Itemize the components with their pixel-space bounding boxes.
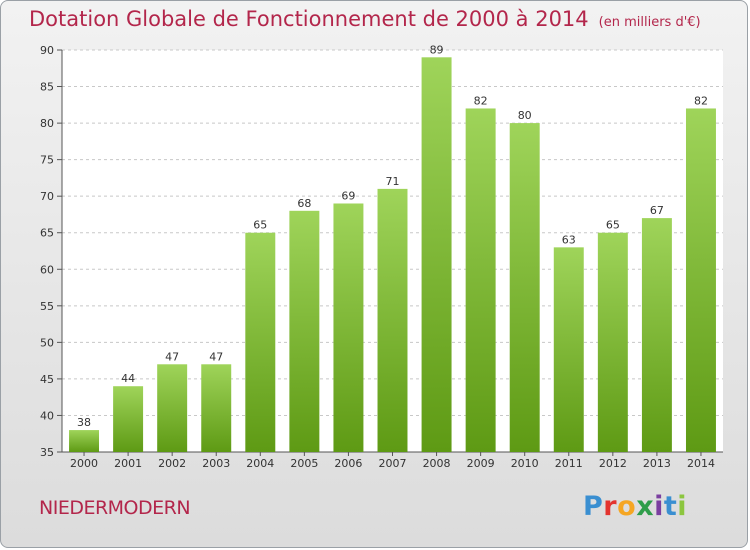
x-tick-label: 2011: [555, 457, 583, 470]
logo-letter: i: [677, 491, 688, 522]
data-label: 47: [165, 350, 179, 363]
x-tick-label: 2007: [379, 457, 407, 470]
data-label: 69: [341, 189, 355, 202]
x-tick-label: 2006: [334, 457, 362, 470]
x-tick-label: 2001: [114, 457, 142, 470]
logo-letter: i: [654, 491, 664, 522]
bar: [685, 108, 716, 453]
data-label: 82: [474, 94, 488, 107]
bar: [421, 57, 452, 453]
commune-name: NIEDERMODERN: [39, 497, 191, 519]
y-tick-label: 70: [40, 190, 54, 203]
bar: [465, 108, 496, 453]
data-label: 89: [430, 43, 444, 56]
x-tick-label: 2013: [643, 457, 671, 470]
logo-letter: o: [617, 491, 637, 522]
x-tick-label: 2010: [511, 457, 539, 470]
y-tick-label: 35: [40, 446, 54, 459]
y-tick-label: 45: [40, 373, 54, 386]
bar: [509, 123, 540, 452]
proxiti-logo: Proxiti: [583, 491, 687, 522]
bar: [113, 386, 144, 452]
data-label: 71: [386, 175, 400, 188]
x-tick-label: 2009: [467, 457, 495, 470]
y-tick-label: 85: [40, 81, 54, 94]
logo-letter: x: [636, 491, 655, 522]
bar: [245, 232, 276, 452]
logo-letter: t: [663, 491, 678, 522]
bar: [641, 218, 672, 452]
data-label: 63: [562, 233, 576, 246]
bar: [289, 210, 320, 452]
bar: [157, 364, 188, 452]
bar: [553, 247, 584, 452]
x-tick-label: 2003: [202, 457, 230, 470]
y-tick-label: 65: [40, 227, 54, 240]
x-tick-label: 2000: [70, 457, 98, 470]
x-tick-label: 2005: [290, 457, 318, 470]
y-tick-label: 50: [40, 336, 54, 349]
y-tick-label: 75: [40, 154, 54, 167]
data-label: 68: [297, 197, 311, 210]
chart-title-text: Dotation Globale de Fonctionnement de 20…: [29, 7, 589, 31]
data-label: 47: [209, 350, 223, 363]
y-tick-label: 60: [40, 263, 54, 276]
x-tick-label: 2008: [423, 457, 451, 470]
bar: [377, 188, 408, 452]
x-tick-label: 2014: [687, 457, 715, 470]
data-label: 38: [77, 416, 91, 429]
logo-letter: r: [603, 491, 618, 522]
chart-subtitle: (en milliers d'€): [598, 15, 701, 30]
data-label: 65: [253, 219, 267, 232]
y-tick-label: 90: [40, 44, 54, 57]
data-label: 82: [694, 94, 708, 107]
x-tick-label: 2012: [599, 457, 627, 470]
bar: [201, 364, 232, 452]
y-tick-label: 40: [40, 409, 54, 422]
data-label: 65: [606, 219, 620, 232]
data-label: 67: [650, 204, 664, 217]
data-label: 44: [121, 372, 135, 385]
bar: [69, 430, 100, 452]
data-label: 80: [518, 109, 532, 122]
bar: [597, 232, 628, 452]
bar: [333, 203, 364, 452]
x-tick-label: 2004: [246, 457, 274, 470]
logo-letter: P: [583, 491, 604, 522]
chart-title: Dotation Globale de Fonctionnement de 20…: [29, 7, 701, 31]
y-tick-label: 55: [40, 300, 54, 313]
x-tick-label: 2002: [158, 457, 186, 470]
y-tick-label: 80: [40, 117, 54, 130]
